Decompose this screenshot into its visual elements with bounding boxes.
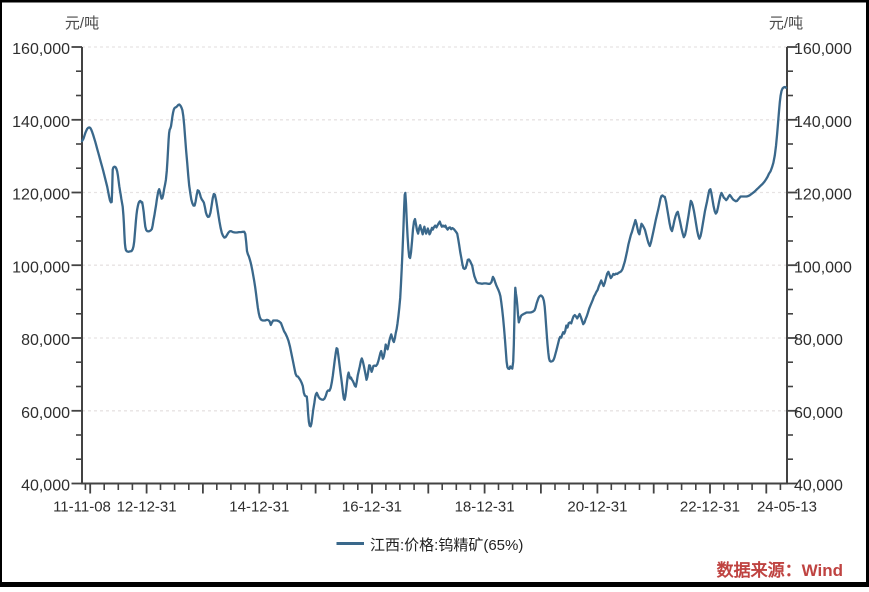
svg-text:11-11-08: 11-11-08 (53, 499, 111, 516)
svg-text:100,000: 100,000 (794, 259, 852, 276)
svg-text:18-12-31: 18-12-31 (455, 499, 515, 516)
svg-text:22-12-31: 22-12-31 (680, 499, 740, 516)
svg-text:80,000: 80,000 (794, 332, 843, 349)
svg-text:元/吨: 元/吨 (65, 15, 99, 32)
svg-text:140,000: 140,000 (12, 114, 70, 131)
svg-text:140,000: 140,000 (794, 114, 852, 131)
svg-text:40,000: 40,000 (794, 478, 843, 495)
svg-text:60,000: 60,000 (21, 405, 70, 422)
svg-text:120,000: 120,000 (794, 187, 852, 204)
svg-text:160,000: 160,000 (12, 41, 70, 58)
svg-text:元/吨: 元/吨 (769, 15, 803, 32)
svg-text:80,000: 80,000 (21, 332, 70, 349)
svg-text:14-12-31: 14-12-31 (229, 499, 289, 516)
svg-text:12-12-31: 12-12-31 (117, 499, 177, 516)
svg-text:160,000: 160,000 (794, 41, 852, 58)
svg-text:40,000: 40,000 (21, 478, 70, 495)
svg-text:数据来源：Wind: 数据来源：Wind (717, 560, 843, 580)
svg-text:江西:价格:钨精矿(65%): 江西:价格:钨精矿(65%) (370, 537, 523, 554)
svg-text:60,000: 60,000 (794, 405, 843, 422)
svg-text:120,000: 120,000 (12, 187, 70, 204)
svg-text:16-12-31: 16-12-31 (342, 499, 402, 516)
svg-text:100,000: 100,000 (12, 259, 70, 276)
svg-text:24-05-13: 24-05-13 (757, 499, 817, 516)
svg-text:20-12-31: 20-12-31 (567, 499, 627, 516)
